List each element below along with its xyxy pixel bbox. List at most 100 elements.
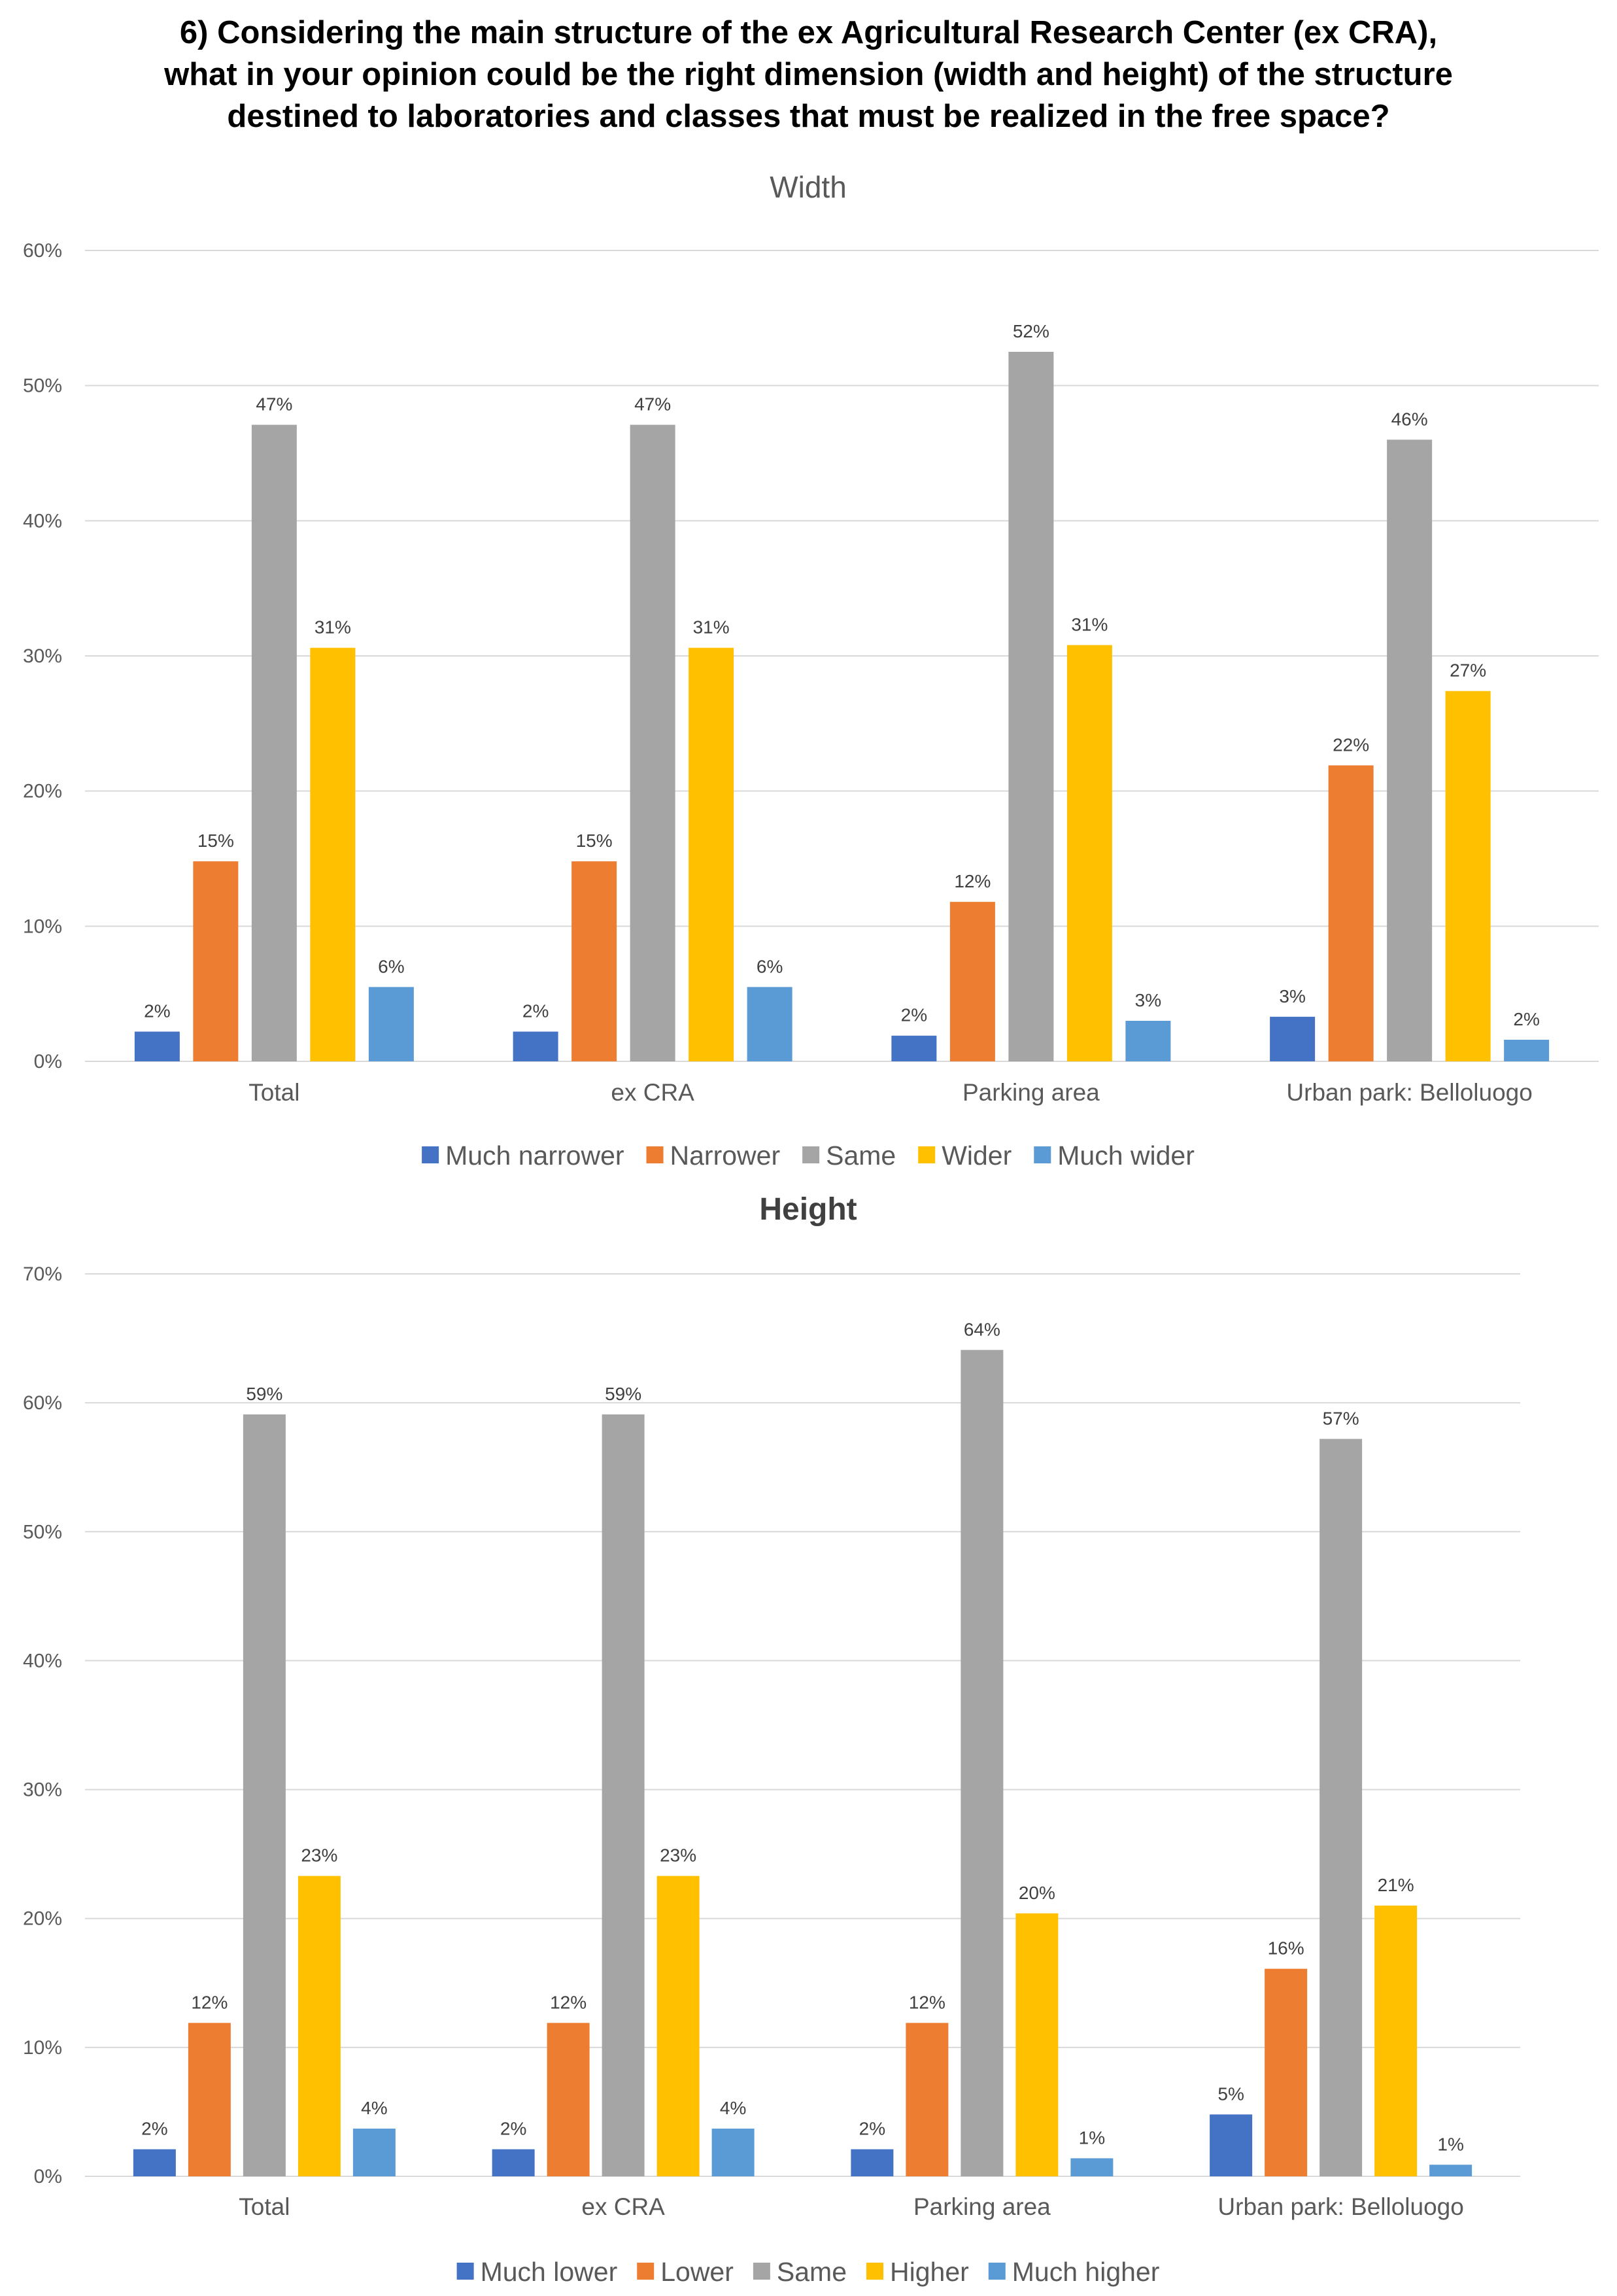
bar xyxy=(251,424,297,1061)
legend-label: Narrower xyxy=(670,1140,781,1171)
bar xyxy=(711,2129,755,2176)
y-tick-label: 10% xyxy=(23,916,62,937)
bar xyxy=(133,2149,176,2176)
chart-title: Width xyxy=(770,170,847,204)
x-tick-label: ex CRA xyxy=(611,1079,694,1106)
data-label: 12% xyxy=(954,871,991,891)
bar xyxy=(949,902,995,1061)
bar xyxy=(1445,691,1491,1061)
data-label: 27% xyxy=(1450,660,1486,681)
bar xyxy=(1328,765,1374,1061)
y-tick-label: 70% xyxy=(23,1263,62,1285)
bar xyxy=(368,987,414,1061)
data-label: 2% xyxy=(500,2119,526,2139)
data-label: 57% xyxy=(1323,1408,1359,1428)
legend-swatch xyxy=(646,1146,664,1163)
page-title: 6) Considering the main structure of the… xyxy=(0,12,1617,137)
legend-label: Much wider xyxy=(1057,1140,1195,1171)
y-tick-label: 20% xyxy=(23,781,62,802)
data-label: 21% xyxy=(1378,1875,1414,1895)
data-label: 12% xyxy=(550,1992,587,2012)
page-title-line: what in your opinion could be the right … xyxy=(164,57,1453,92)
data-label: 3% xyxy=(1135,990,1161,1010)
data-label: 5% xyxy=(1217,2083,1244,2104)
data-label: 59% xyxy=(605,1384,641,1404)
bar xyxy=(1387,439,1433,1061)
data-label: 6% xyxy=(757,956,783,976)
width-chart: Width 0% 10% 20% 30% 40% 50% 60% 2% 15% 47% 31% 6% To… xyxy=(23,170,1599,1171)
data-label: 64% xyxy=(964,1319,1000,1339)
bar xyxy=(1429,2165,1472,2176)
bar xyxy=(906,2023,949,2176)
legend-swatch xyxy=(918,1146,936,1163)
data-label: 1% xyxy=(1437,2134,1463,2154)
y-tick-label: 0% xyxy=(34,2166,62,2187)
data-label: 6% xyxy=(378,956,404,976)
data-label: 16% xyxy=(1268,1938,1304,1959)
bar xyxy=(1319,1439,1363,2176)
data-label: 47% xyxy=(634,394,671,415)
bar xyxy=(1374,1906,1418,2176)
data-label: 2% xyxy=(901,1005,927,1025)
bar xyxy=(243,1414,286,2176)
data-label: 31% xyxy=(1071,614,1108,634)
legend-swatch xyxy=(456,2263,474,2280)
y-tick-label: 50% xyxy=(23,1521,62,1543)
data-label: 2% xyxy=(1513,1009,1539,1029)
data-label: 12% xyxy=(191,1992,228,2012)
y-tick-label: 30% xyxy=(23,1779,62,1801)
bar xyxy=(851,2149,894,2176)
legend-label: Much higher xyxy=(1012,2257,1160,2287)
bar xyxy=(1070,2158,1114,2176)
data-label: 12% xyxy=(909,1992,945,2012)
x-tick-label: ex CRA xyxy=(581,2193,665,2220)
bar xyxy=(656,1876,700,2176)
data-label: 2% xyxy=(522,1001,549,1021)
data-label: 23% xyxy=(660,1845,696,1866)
bar xyxy=(492,2149,535,2176)
bar xyxy=(747,987,792,1061)
bar xyxy=(1210,2114,1253,2176)
data-label: 4% xyxy=(361,2098,387,2118)
legend-label: Wider xyxy=(942,1140,1012,1171)
bar xyxy=(134,1031,180,1061)
data-label: 3% xyxy=(1279,986,1305,1006)
bar xyxy=(689,647,734,1061)
legend-swatch xyxy=(753,2263,770,2280)
data-label: 20% xyxy=(1019,1883,1055,1903)
data-label: 2% xyxy=(859,2119,885,2139)
x-tick-label: Total xyxy=(248,1079,299,1106)
page-title-line: 6) Considering the main structure of the… xyxy=(179,15,1438,50)
y-tick-label: 40% xyxy=(23,1650,62,1671)
bar xyxy=(310,647,356,1061)
legend-swatch xyxy=(637,2263,655,2280)
legend-swatch xyxy=(422,1146,439,1163)
data-label: 47% xyxy=(256,394,292,415)
legend-swatch xyxy=(1034,1146,1051,1163)
y-tick-label: 20% xyxy=(23,1908,62,1930)
data-label: 52% xyxy=(1013,321,1049,341)
x-tick-label: Parking area xyxy=(962,1079,1100,1106)
y-tick-label: 60% xyxy=(23,1392,62,1414)
bar xyxy=(571,861,617,1061)
data-label: 1% xyxy=(1079,2127,1105,2148)
data-label: 46% xyxy=(1391,409,1428,429)
y-tick-label: 50% xyxy=(23,375,62,397)
bar xyxy=(891,1035,937,1061)
x-tick-label: Urban park: Belloluogo xyxy=(1286,1079,1532,1106)
bar xyxy=(1125,1021,1171,1061)
bar xyxy=(193,861,239,1061)
bar xyxy=(1008,352,1054,1061)
legend-swatch xyxy=(866,2263,883,2280)
bar xyxy=(188,2023,231,2176)
chart-title: Height xyxy=(759,1192,857,1227)
data-label: 59% xyxy=(246,1384,282,1404)
data-label: 22% xyxy=(1333,734,1369,755)
data-label: 2% xyxy=(141,2119,167,2139)
x-tick-label: Total xyxy=(239,2193,290,2220)
x-tick-label: Urban park: Belloluogo xyxy=(1217,2193,1463,2220)
bar xyxy=(630,424,675,1061)
legend-label: Much narrower xyxy=(445,1140,624,1171)
data-label: 2% xyxy=(144,1001,170,1021)
bar xyxy=(547,2023,590,2176)
